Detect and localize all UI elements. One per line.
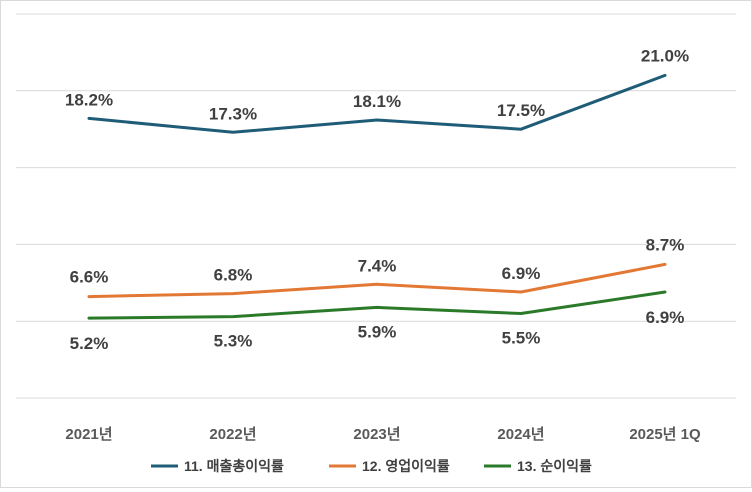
- data-label: 6.9%: [502, 264, 541, 283]
- x-tick-label: 2022년: [209, 426, 256, 443]
- x-axis-tick-labels: 2021년 2022년 2023년 2024년 2025년 1Q: [65, 426, 701, 443]
- legend-label: 11. 매출총이익률: [184, 458, 284, 474]
- data-label: 5.9%: [358, 322, 397, 341]
- series-line-2: [87, 262, 667, 299]
- x-tick-label: 2021년: [65, 426, 112, 443]
- gridlines: [16, 13, 736, 399]
- series-line-3: [87, 290, 667, 320]
- data-label: 6.6%: [70, 268, 109, 287]
- data-label: 21.0%: [641, 46, 689, 65]
- data-label: 6.9%: [646, 308, 685, 327]
- data-label: 17.3%: [209, 104, 257, 123]
- legend: 11. 매출총이익률 12. 영업이익률 13. 순이익률: [151, 458, 592, 474]
- data-label: 5.2%: [70, 334, 109, 353]
- data-label: 6.8%: [214, 266, 253, 285]
- x-tick-label: 2025년 1Q: [629, 426, 701, 443]
- data-label: 5.3%: [214, 332, 253, 351]
- x-tick-label: 2024년: [497, 426, 544, 443]
- legend-label: 13. 순이익률: [517, 458, 592, 474]
- x-tick-label: 2023년: [353, 426, 400, 443]
- data-label: 17.5%: [497, 101, 545, 120]
- series-lines: [87, 73, 667, 320]
- data-label: 5.5%: [502, 329, 541, 348]
- series-line-1: [87, 73, 667, 134]
- data-label: 8.7%: [646, 235, 685, 254]
- data-labels: 18.2% 17.3% 18.1% 17.5% 21.0% 6.6% 6.8% 7.4% 6.9…: [65, 46, 689, 353]
- legend-label: 12. 영업이익률: [362, 458, 450, 474]
- data-label: 18.1%: [353, 92, 401, 111]
- data-label: 7.4%: [358, 256, 397, 275]
- data-label: 18.2%: [65, 90, 113, 109]
